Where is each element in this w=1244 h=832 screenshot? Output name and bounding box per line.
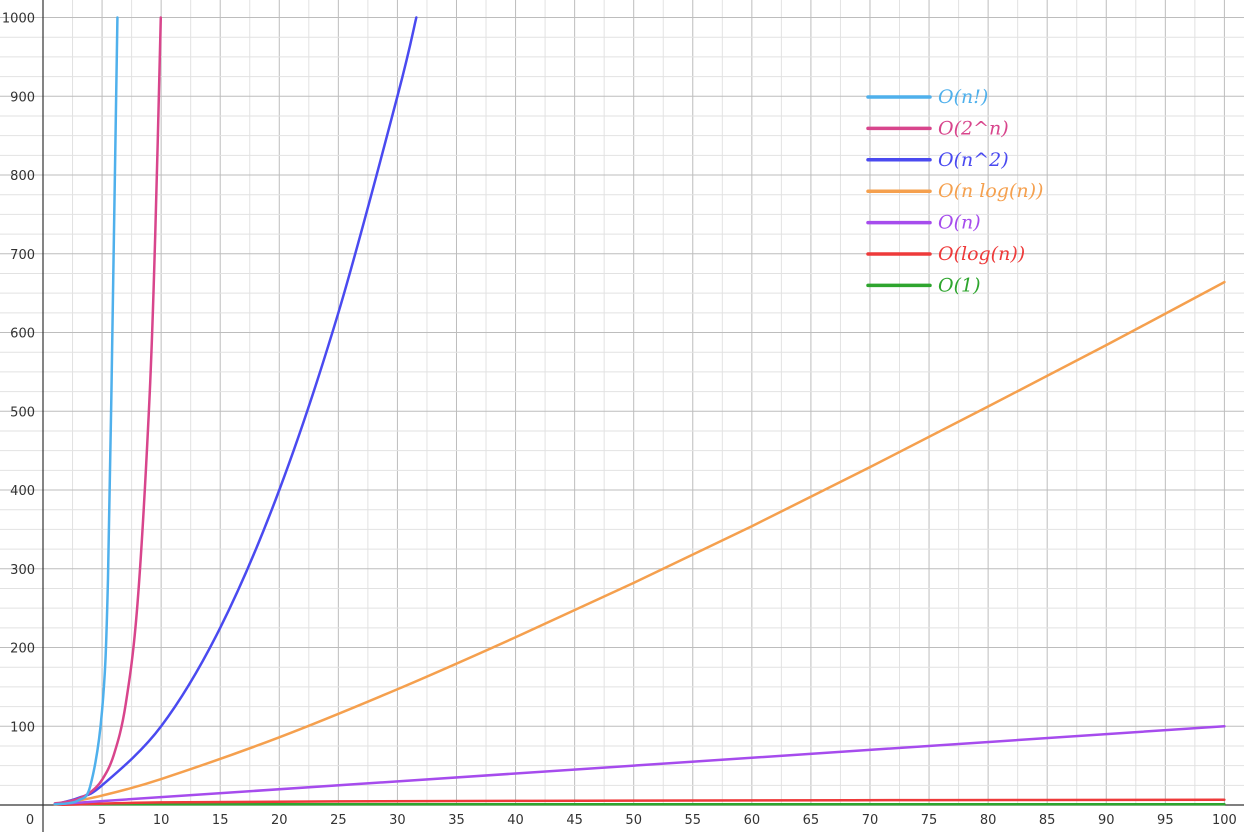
legend-label: O(n log(n)) (938, 180, 1043, 202)
series-line (53, 16, 163, 805)
legend-label: O(n) (938, 212, 981, 234)
y-tick-label: 800 (10, 169, 35, 184)
legend: O(n!) O(2^n) O(n^2) O(n log(n)) O(n) O(log(n)… (866, 86, 1043, 296)
x-tick-label: 60 (744, 813, 761, 828)
x-tick-label: 35 (448, 813, 465, 828)
legend-label: O(n!) (938, 86, 988, 108)
x-tick-label: 70 (862, 813, 879, 828)
x-tick-label: 5 (98, 813, 106, 828)
legend-label: O(n^2) (938, 149, 1009, 171)
y-tick-label: 300 (10, 563, 35, 578)
grid (0, 0, 1244, 805)
x-tick-label: 15 (212, 813, 229, 828)
x-tick-label: 25 (330, 813, 347, 828)
x-tick-labels: 0 5 10 15 20 25 30 35 40 45 50 55 60 65 70 75 80 85 90 95 10… (26, 813, 1237, 828)
legend-label: O(1) (938, 274, 981, 296)
y-tick-label: 400 (10, 484, 35, 499)
x-tick-label: 55 (684, 813, 701, 828)
x-tick-label: 90 (1098, 813, 1115, 828)
x-tick-label: 40 (507, 813, 524, 828)
x-tick-label: 50 (625, 813, 642, 828)
y-tick-label: 500 (10, 405, 35, 420)
series-line (53, 16, 119, 806)
series-line (53, 16, 418, 806)
y-tick-label: 200 (10, 642, 35, 657)
y-tick-label: 600 (10, 327, 35, 342)
series-line (53, 725, 1226, 806)
x-tick-label: 85 (1039, 813, 1056, 828)
x-tick-label: 45 (566, 813, 583, 828)
y-tick-label: 900 (10, 90, 35, 105)
x-tick-label: 75 (921, 813, 938, 828)
y-tick-label: 100 (10, 720, 35, 735)
y-tick-labels: 100 200 300 400 500 600 700 800 900 1000 (2, 12, 35, 736)
legend-label: O(2^n) (938, 117, 1009, 139)
x-tick-label: 80 (980, 813, 997, 828)
legend-label: O(log(n)) (938, 243, 1025, 265)
x-tick-label: 0 (26, 813, 34, 828)
series-line (53, 798, 1226, 806)
series-line (53, 280, 1226, 806)
x-tick-label: 95 (1157, 813, 1174, 828)
x-tick-label: 20 (271, 813, 288, 828)
plot-area (53, 16, 1226, 806)
x-tick-label: 65 (803, 813, 820, 828)
x-tick-label: 100 (1212, 813, 1237, 828)
x-tick-label: 10 (153, 813, 170, 828)
x-tick-label: 30 (389, 813, 406, 828)
y-tick-label: 700 (10, 248, 35, 263)
y-tick-label: 1000 (2, 12, 35, 27)
